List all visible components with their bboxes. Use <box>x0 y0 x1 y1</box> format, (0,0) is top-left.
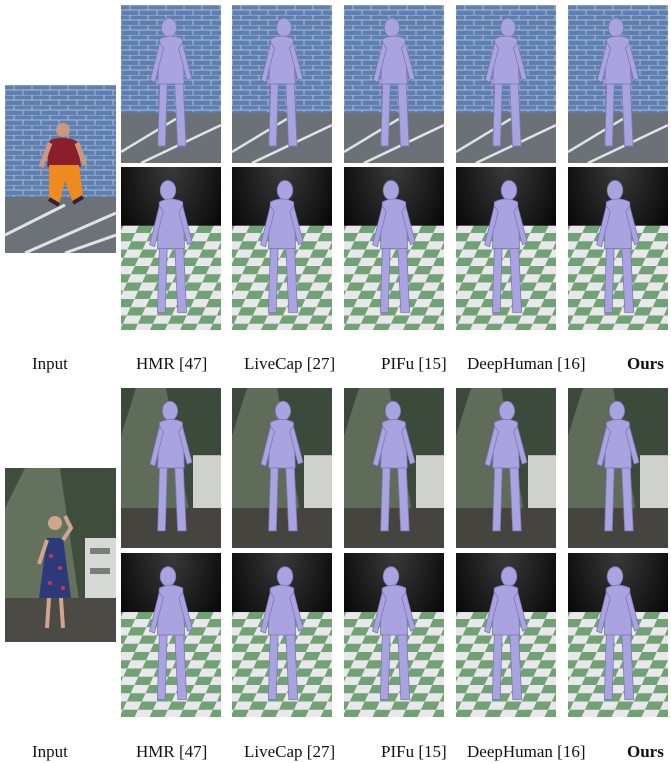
top-render-panel-5 <box>568 167 668 330</box>
top-input-label: Input <box>32 354 68 373</box>
bottom-render-panel-2 <box>232 553 332 717</box>
top-overlay-panel-1 <box>121 5 221 163</box>
bottom-overlay-panel-1 <box>121 388 221 548</box>
bottom-render-panel-4 <box>456 553 556 717</box>
bottom-render-panel-1 <box>121 553 221 717</box>
top-hmr-label: HMR [47] <box>136 354 208 373</box>
top-pifu-label: PIFu [15] <box>381 354 447 373</box>
top-overlay-panel-4 <box>456 5 556 163</box>
bottom-overlay-panel-4 <box>456 388 556 548</box>
bottom-ours-label: Ours <box>627 742 664 761</box>
top-overlay-panel-5 <box>568 5 668 163</box>
bottom-input-label: Input <box>32 742 68 761</box>
bottom-render-panel-5 <box>568 553 668 717</box>
bottom-overlay-panel-5 <box>568 388 668 548</box>
top-render-panel-4 <box>456 167 556 330</box>
top-render-panel-3 <box>344 167 444 330</box>
top-input-photo <box>5 85 116 253</box>
bottom-render-panel-3 <box>344 553 444 717</box>
bottom-pifu-label: PIFu [15] <box>381 742 447 761</box>
top-overlay-panel-3 <box>344 5 444 163</box>
bottom-overlay-panel-3 <box>344 388 444 548</box>
top-render-panel-1 <box>121 167 221 330</box>
top-overlay-panel-2 <box>232 5 332 163</box>
bottom-hmr-label: HMR [47] <box>136 742 208 761</box>
bottom-livecap-label: LiveCap [27] <box>244 742 336 761</box>
top-livecap-label: LiveCap [27] <box>244 354 336 373</box>
top-ours-label: Ours <box>627 354 664 373</box>
bottom-input-photo <box>5 468 116 642</box>
top-render-panel-2 <box>232 167 332 330</box>
top-deephuman-label: DeepHuman [16] <box>467 354 586 373</box>
bottom-overlay-panel-2 <box>232 388 332 548</box>
bottom-deephuman-label: DeepHuman [16] <box>467 742 586 761</box>
